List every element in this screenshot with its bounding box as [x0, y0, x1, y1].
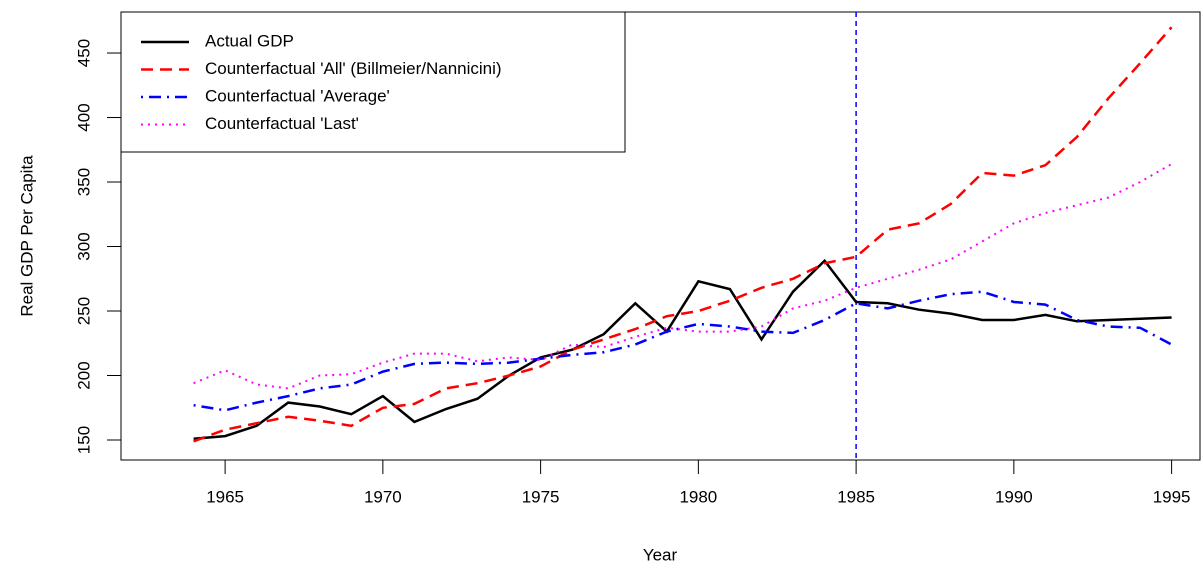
- y-tick-label: 250: [74, 297, 93, 325]
- y-tick-label: 200: [74, 361, 93, 389]
- x-tick-label: 1965: [206, 487, 244, 506]
- y-tick-label: 350: [74, 168, 93, 196]
- x-tick-label: 1990: [995, 487, 1033, 506]
- x-tick-label: 1970: [364, 487, 402, 506]
- y-axis-label: Real GDP Per Capita: [17, 155, 36, 317]
- plot-frame: [120, 11, 1201, 461]
- y-tick-label: 150: [74, 426, 93, 454]
- legend-label: Counterfactual 'Last': [205, 114, 359, 133]
- legend-label: Counterfactual 'Average': [205, 86, 390, 105]
- y-tick-label: 300: [74, 232, 93, 260]
- legend-box: [120, 11, 626, 153]
- x-tick-label: 1975: [522, 487, 560, 506]
- series-line: [193, 26, 1173, 443]
- series-line: [193, 258, 1172, 440]
- y-tick-label: 450: [74, 39, 93, 67]
- y-tick-label: 400: [74, 103, 93, 131]
- x-tick-label: 1985: [837, 487, 875, 506]
- x-axis-label: Year: [643, 545, 678, 564]
- series-line: [193, 290, 1173, 412]
- legend-label: Actual GDP: [205, 31, 294, 50]
- legend-label: Counterfactual 'All' (Billmeier/Nannicin…: [205, 59, 502, 78]
- x-tick-label: 1980: [679, 487, 717, 506]
- series-line: [193, 163, 1173, 390]
- x-tick-label: 1995: [1153, 487, 1191, 506]
